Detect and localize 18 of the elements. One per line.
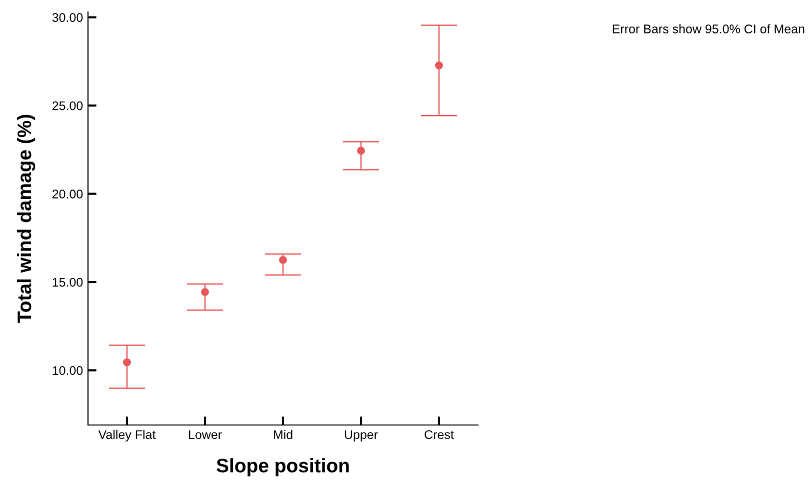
y-tick-label: 30.00	[52, 13, 83, 22]
x-axis-title: Slope position	[216, 458, 349, 476]
x-tick-label: Upper	[344, 430, 378, 442]
y-tick-label: 15.00	[52, 278, 83, 287]
point	[123, 358, 131, 366]
x-tick-label: Lower	[189, 430, 222, 440]
x-tick-label: Crest	[424, 430, 454, 440]
y-tick-label: 25.00	[52, 101, 83, 110]
point	[357, 146, 365, 155]
x-tick-label: Valley Flat	[98, 430, 156, 442]
point	[279, 256, 287, 264]
text: Error Bars show 95.0% CI of Mean	[612, 24, 804, 34]
point	[201, 288, 209, 296]
y-tick-label: 10.00	[52, 366, 83, 375]
x-tick-label: Mid	[274, 430, 292, 440]
point	[435, 62, 443, 70]
y-tick-label: 20.00	[52, 190, 83, 198]
y-axis-title: Total wind damage (%)	[16, 114, 36, 323]
